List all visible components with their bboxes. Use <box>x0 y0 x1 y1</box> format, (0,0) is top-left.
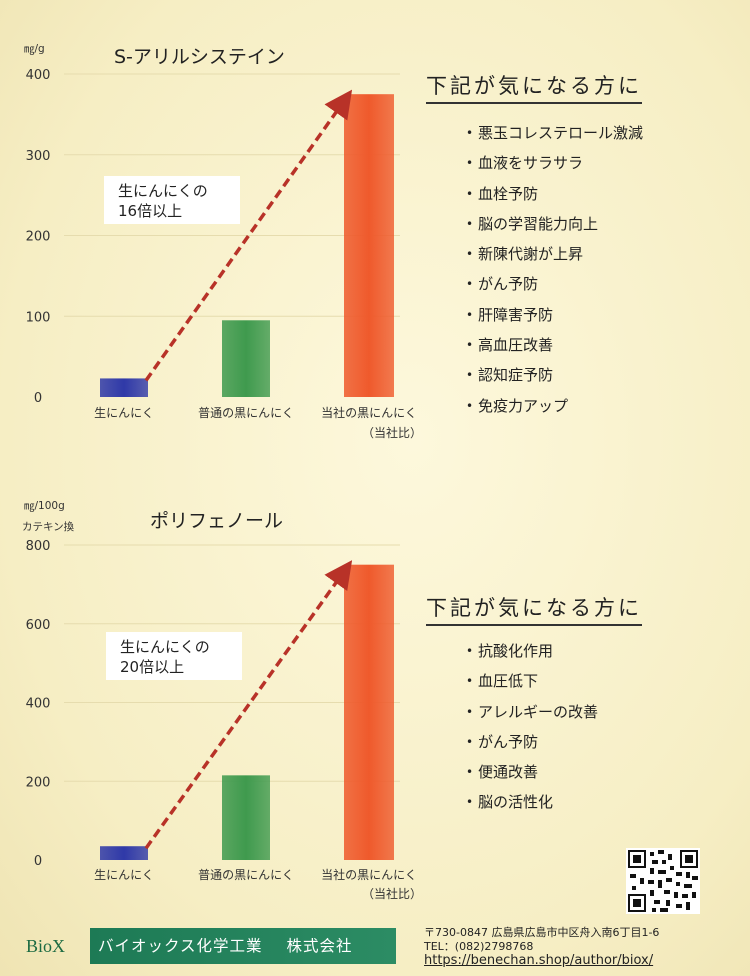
list-item: 血圧低下 <box>426 666 726 697</box>
telephone: TEL：(082)2798768 <box>424 940 534 953</box>
benefits-list-1: 悪玉コレステロール激減 血液をサラサラ 血栓予防 脳の学習能力向上 新陳代謝が上… <box>426 118 726 421</box>
x-category-label: 生にんにく <box>94 406 154 420</box>
bar <box>344 564 394 860</box>
benefits-panel-1: 下記が気になる方に 悪玉コレステロール激減 血液をサラサラ 血栓予防 脳の学習能… <box>426 70 726 421</box>
x-category-label: 普通の黒にんにく <box>198 406 294 420</box>
x-category-label: 当社の黒にんにく <box>321 867 417 882</box>
benefits-panel-2: 下記が気になる方に 抗酸化作用 血圧低下 アレルギーの改善 がん予防 便通改善 … <box>426 592 726 818</box>
y-tick-label: 100 <box>26 310 51 325</box>
bar <box>344 94 394 397</box>
chart-title: ポリフェノール <box>150 510 283 532</box>
y-tick-label: 0 <box>34 391 42 406</box>
list-item: 高血圧改善 <box>426 330 726 361</box>
benefits-heading-2: 下記が気になる方に <box>426 592 642 626</box>
growth-arrow <box>144 560 353 850</box>
bar <box>222 320 270 397</box>
category-note: （当社比） <box>362 886 422 901</box>
y-tick-label: 200 <box>26 775 51 790</box>
chart-title: S-アリルシステイン <box>114 46 285 68</box>
list-item: 悪玉コレステロール激減 <box>426 118 726 149</box>
y-axis-unit: ㎎/100g <box>24 500 65 512</box>
callout-box <box>106 632 242 680</box>
shop-url-link[interactable]: https://benechan.shop/author/biox/ <box>424 953 654 968</box>
y-tick-label: 200 <box>26 230 51 245</box>
y-tick-label: 800 <box>26 539 51 554</box>
y-tick-label: 0 <box>34 854 42 869</box>
list-item: がん予防 <box>426 269 726 300</box>
x-category-label: 当社の黒にんにく <box>321 405 417 420</box>
category-note: （当社比） <box>362 425 422 440</box>
list-item: 認知症予防 <box>426 360 726 391</box>
y-tick-label: 300 <box>26 149 51 164</box>
y-tick-label: 400 <box>26 697 51 712</box>
callout-line-1: 生にんにくの <box>118 182 208 200</box>
list-item: 便通改善 <box>426 757 726 788</box>
y-axis-unit-note: カテキン換 <box>22 521 75 533</box>
list-item: 脳の活性化 <box>426 787 726 818</box>
company-name: バイオックス化学工業 <box>98 937 263 955</box>
company-type: 株式会社 <box>286 937 353 955</box>
biox-logo: BioX <box>26 936 66 956</box>
callout-box <box>104 176 240 224</box>
callout-line-1: 生にんにくの <box>120 638 210 656</box>
company-banner: バイオックス化学工業 株式会社 <box>90 928 396 964</box>
x-category-label: 普通の黒にんにく <box>198 868 294 882</box>
list-item: 肝障害予防 <box>426 300 726 331</box>
callout-line-2: 16倍以上 <box>118 202 182 220</box>
list-item: アレルギーの改善 <box>426 697 726 728</box>
y-tick-label: 400 <box>26 68 51 83</box>
list-item: がん予防 <box>426 727 726 758</box>
bar <box>222 775 270 860</box>
growth-arrow <box>144 89 353 382</box>
callout-line-2: 20倍以上 <box>120 658 184 676</box>
contact-block: 〒730-0847 広島県広島市中区舟入南6丁目1-6 TEL：(082)279… <box>424 926 659 968</box>
y-axis-unit: ㎎/g <box>24 43 45 55</box>
list-item: 抗酸化作用 <box>426 636 726 667</box>
benefits-heading-1: 下記が気になる方に <box>426 70 642 104</box>
list-item: 脳の学習能力向上 <box>426 209 726 240</box>
list-item: 血栓予防 <box>426 179 726 210</box>
address: 〒730-0847 広島県広島市中区舟入南6丁目1-6 <box>424 926 660 939</box>
list-item: 血液をサラサラ <box>426 148 726 179</box>
y-tick-label: 600 <box>26 618 51 633</box>
qr-code-icon[interactable] <box>626 848 700 914</box>
benefits-list-2: 抗酸化作用 血圧低下 アレルギーの改善 がん予防 便通改善 脳の活性化 <box>426 636 726 818</box>
x-category-label: 生にんにく <box>94 868 154 882</box>
bar <box>100 378 148 397</box>
bar <box>100 846 148 860</box>
list-item: 新陳代謝が上昇 <box>426 239 726 270</box>
list-item: 免疫力アップ <box>426 391 726 422</box>
